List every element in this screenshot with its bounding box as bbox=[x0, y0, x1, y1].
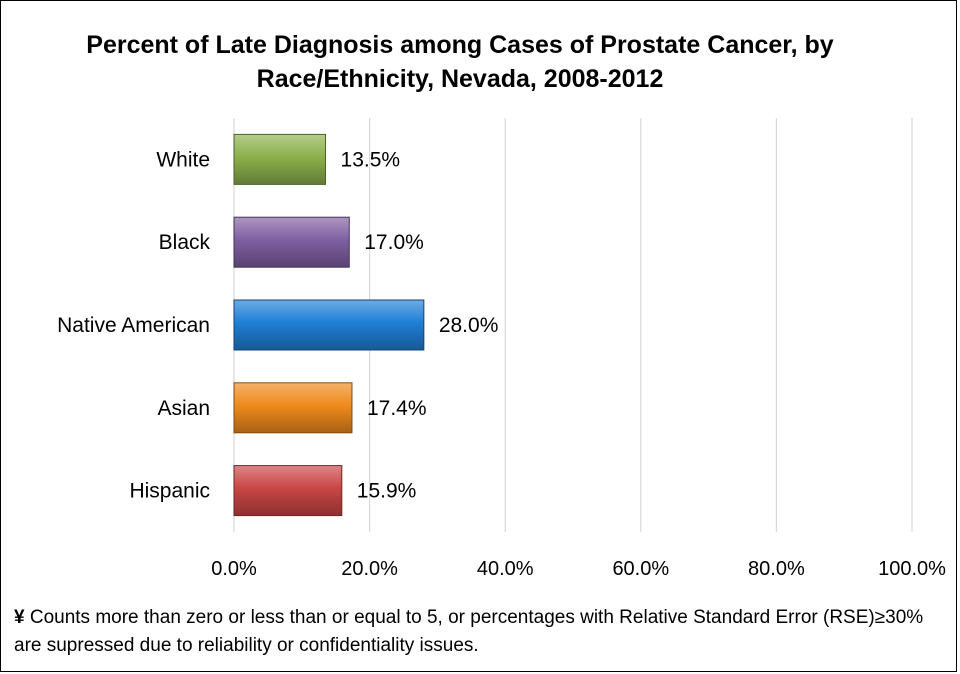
value-label: 13.5% bbox=[341, 148, 401, 171]
x-tick-label: 20.0% bbox=[341, 558, 398, 580]
value-label: 17.0% bbox=[364, 231, 424, 254]
category-label: Hispanic bbox=[129, 480, 210, 503]
bars bbox=[233, 133, 425, 517]
value-label: 28.0% bbox=[439, 314, 499, 337]
x-tick-label: 60.0% bbox=[612, 558, 669, 580]
category-label: Asian bbox=[157, 397, 210, 420]
x-tick-label: 80.0% bbox=[748, 558, 805, 580]
x-tick-label: 40.0% bbox=[477, 558, 534, 580]
bar-chart: White Black Native American Asian Hispanic 1… bbox=[57, 118, 946, 580]
bar-black bbox=[233, 216, 350, 268]
category-label: White bbox=[156, 148, 210, 171]
footnote-text: Counts more than zero or less than or eq… bbox=[14, 607, 924, 656]
value-labels: 13.5% 17.0% 28.0% 17.4% 15.9% bbox=[341, 148, 499, 502]
chart-title-line-1: Percent of Late Diagnosis among Cases of… bbox=[86, 31, 834, 59]
chart-title: Percent of Late Diagnosis among Cases of… bbox=[60, 28, 860, 96]
x-tick-label: 0.0% bbox=[211, 558, 257, 580]
category-label: Black bbox=[159, 231, 211, 254]
category-label: Native American bbox=[57, 314, 210, 337]
chart-title-line-2: Race/Ethnicity, Nevada, 2008-2012 bbox=[256, 65, 664, 93]
footnote-mark: ¥ bbox=[14, 607, 25, 628]
x-tick-labels: 0.0% 20.0% 40.0% 60.0% 80.0% 100.0% bbox=[211, 558, 946, 580]
value-label: 15.9% bbox=[357, 480, 417, 503]
footnote: ¥ Counts more than zero or less than or … bbox=[14, 604, 944, 660]
value-label: 17.4% bbox=[367, 397, 427, 420]
category-labels: White Black Native American Asian Hispanic bbox=[57, 148, 210, 502]
bar-white bbox=[233, 133, 327, 185]
bar-hispanic bbox=[233, 465, 343, 517]
bar-asian bbox=[233, 382, 353, 434]
x-tick-label: 100.0% bbox=[878, 558, 946, 580]
bar-native-american bbox=[233, 299, 425, 351]
